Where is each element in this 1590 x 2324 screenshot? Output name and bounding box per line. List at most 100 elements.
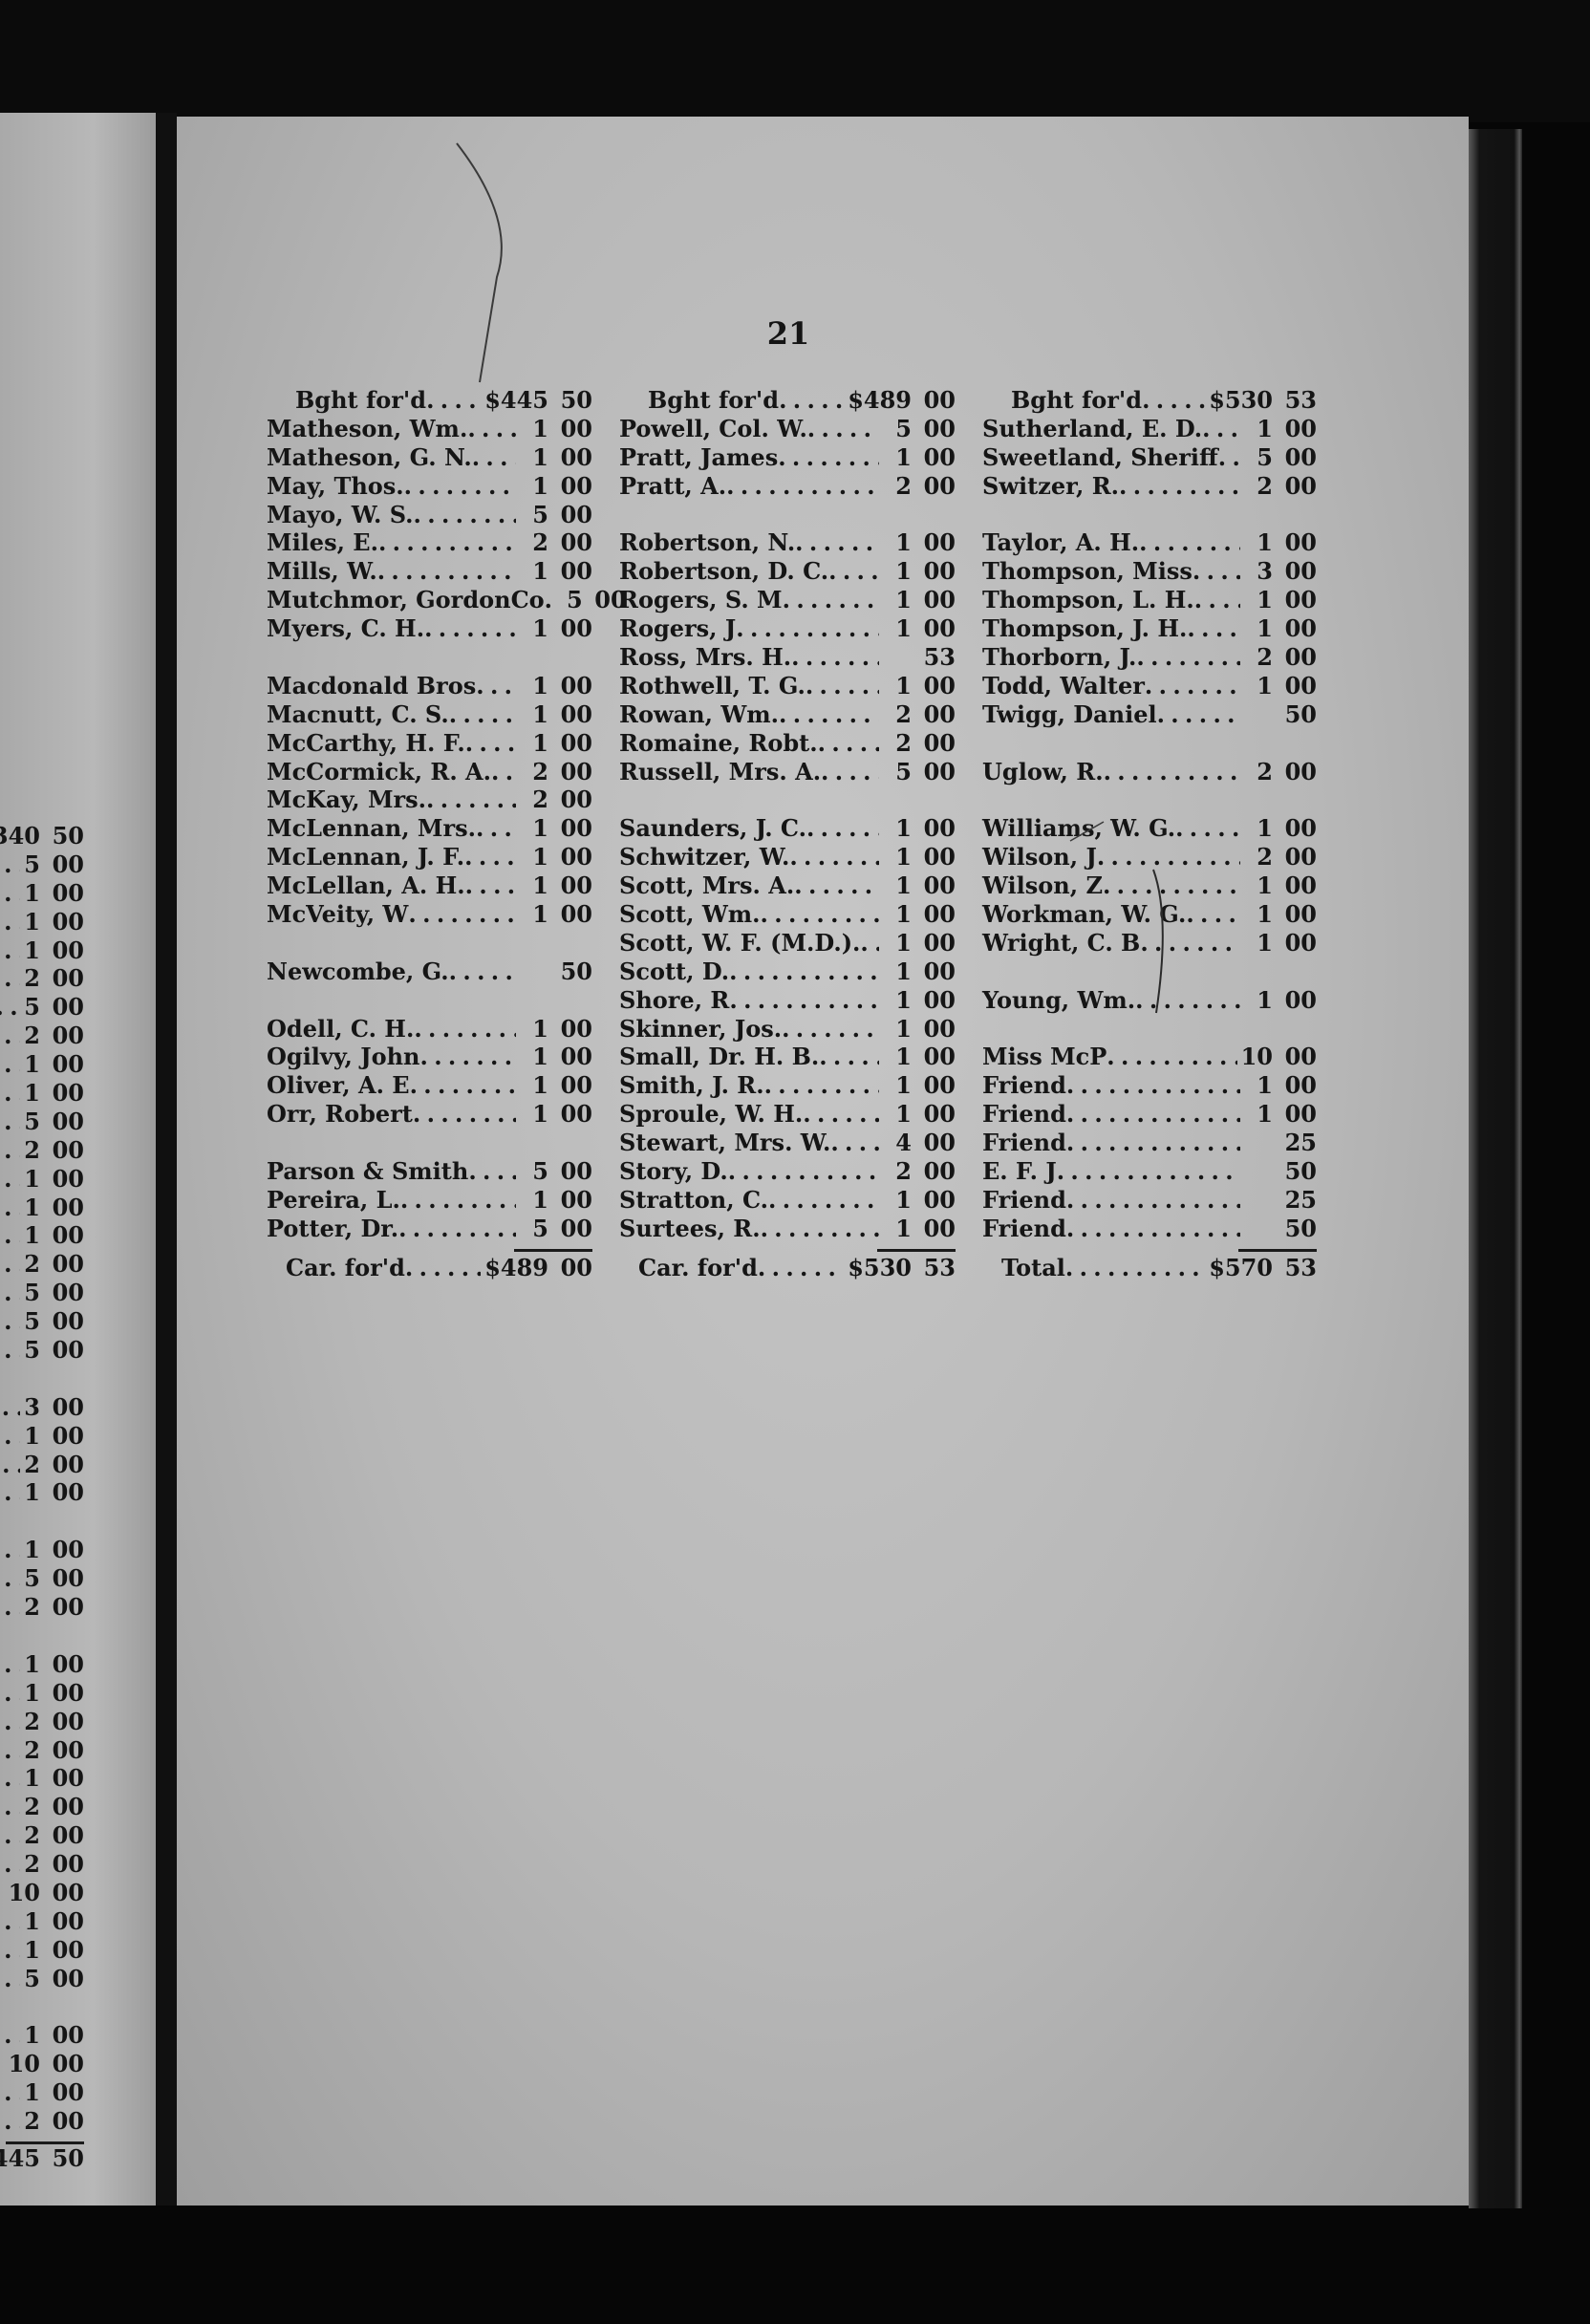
amount-dollars: 1: [24, 1050, 40, 1079]
dot-leader: [0, 1022, 20, 1050]
amount-dollars: 2: [24, 1793, 40, 1821]
amount-cents: 00: [923, 442, 956, 471]
amount-dollars: 2: [1257, 471, 1273, 500]
dot-leader: [779, 386, 844, 415]
entry-name: Powell, Col. W.: [619, 414, 807, 442]
amount-cents: 00: [52, 2021, 84, 2050]
entry-name: Surtees, R.: [619, 1214, 761, 1242]
amount-dollars: 5: [24, 993, 40, 1022]
sum-rule: [877, 1248, 956, 1252]
dot-leader: [1202, 415, 1240, 443]
amount-cents: 00: [923, 386, 956, 414]
entry-name: Ogilvy, John: [267, 1043, 420, 1071]
subscriber-row: Potter, Dr. 5 00: [267, 1215, 592, 1243]
amount-dollars: 1: [1257, 1100, 1273, 1129]
amount-dollars: 1: [24, 1421, 40, 1450]
amount-cents: 53: [923, 643, 956, 672]
fragment-row: 1 00: [0, 1907, 84, 1936]
subscriber-row: Thompson, Miss 3 00: [982, 557, 1317, 586]
dot-leader: [467, 415, 516, 443]
amount-dollars: 1: [1257, 814, 1273, 843]
amount-dollars: [879, 643, 912, 672]
amount-dollars: 2: [532, 757, 548, 785]
dot-leader: [782, 1015, 879, 1044]
amount-cents: 00: [923, 843, 956, 872]
subscriber-row: Rowan, Wm. 2 00: [619, 700, 956, 729]
subscriber-row: Macnutt, C. S. 1 00: [267, 700, 592, 729]
entry-name: Switzer, R.: [982, 471, 1120, 500]
fragment-row: 1 00: [0, 1079, 84, 1108]
amount-cents: 50: [560, 386, 592, 414]
subscriber-row: McLennan, J. F. 1 00: [267, 843, 592, 872]
amount-dollars: 1: [1257, 928, 1273, 957]
dot-leader: [1194, 586, 1240, 614]
entry-name: Macdonald Bros: [267, 671, 477, 699]
amount-dollars: $530: [1209, 386, 1273, 414]
dot-leader: [1119, 472, 1240, 501]
subscriber-row: Friend 50: [982, 1215, 1317, 1243]
amount-dollars: $530: [848, 1253, 912, 1281]
amount-dollars: 5: [24, 1307, 40, 1336]
dot-leader: [0, 1136, 20, 1165]
amount-dollars: 5: [1257, 442, 1273, 471]
fragment-row: 2 00: [0, 1250, 84, 1279]
subscriber-row: Scott, D. 1 00: [619, 958, 956, 986]
amount-dollars: [1240, 1215, 1273, 1243]
amount-cents: 00: [923, 957, 956, 985]
subscriber-row: Sweetland, Sheriff 5 00: [982, 443, 1317, 472]
subscriber-row: Friend 1 00: [982, 1100, 1317, 1129]
amount-dollars: 2: [895, 728, 912, 757]
left-page-amounts: 34050500100100100200D5002001001005002001…: [0, 822, 84, 2173]
entry-name: Friend: [982, 1100, 1066, 1129]
entry-name: Thompson, J. H.: [982, 614, 1188, 643]
blank-line: [982, 729, 1317, 758]
dot-leader: [726, 472, 879, 501]
amount-cents: 00: [560, 1253, 592, 1281]
dot-leader: [0, 2107, 20, 2136]
fragment-row: 1 00: [0, 1764, 84, 1793]
amount-cents: 00: [560, 1185, 592, 1214]
subscriber-row: Powell, Col. W. 5 00: [619, 415, 956, 443]
dot-leader: [0, 1965, 20, 1993]
amount-dollars: 1: [895, 614, 912, 643]
amount-dollars: 1: [532, 557, 548, 586]
amount-cents: 00: [1284, 1043, 1317, 1071]
amount-dollars: 2: [24, 1593, 40, 1622]
dot-leader: [0, 1764, 20, 1793]
entry-name: Mills, W.: [267, 557, 377, 586]
amount-cents: 00: [923, 1014, 956, 1043]
amount-cents: 00: [52, 964, 84, 993]
amount-cents: 00: [52, 1392, 84, 1421]
entry-name: Bght for'd: [1011, 386, 1143, 414]
dot-leader: [0, 1307, 20, 1336]
subscriber-row: McKay, Mrs. 2 00: [267, 785, 592, 814]
amount-dollars: 1: [24, 1221, 40, 1250]
dot-leader: [1065, 1254, 1205, 1282]
fragment-row: 5 00: [0, 850, 84, 879]
dot-leader: [860, 929, 879, 958]
dot-leader: [377, 557, 516, 586]
amount-cents: 00: [923, 614, 956, 643]
entry-name: Stewart, Mrs. W.: [619, 1129, 831, 1157]
amount-cents: 00: [52, 1906, 84, 1935]
amount-cents: 00: [52, 1735, 84, 1764]
fragment-row: 1 00: [0, 2021, 84, 2050]
dot-leader: [764, 1071, 879, 1100]
entry-name: Car. for'd: [286, 1253, 405, 1281]
amount-dollars: 340: [0, 822, 40, 850]
subscriber-row: Oliver, A. E 1 00: [267, 1071, 592, 1100]
subscriber-row: Saunders, J. C. 1 00: [619, 814, 956, 843]
subscriber-row: Story, D. 2 00: [619, 1157, 956, 1186]
amount-cents: 00: [1284, 1071, 1317, 1100]
amount-dollars: 1: [895, 442, 912, 471]
amount-dollars: 5: [24, 1964, 40, 1992]
fragment-row: 1 00: [0, 1165, 84, 1194]
amount-dollars: 1: [532, 1071, 548, 1100]
subscriber-row: Rogers, S. M 1 00: [619, 586, 956, 614]
carried-forward-row: Car. for'd $530 53: [619, 1254, 956, 1282]
blank-line: [0, 1993, 84, 2022]
dot-leader: [1066, 1071, 1240, 1100]
entry-name: Macnutt, C. S.: [267, 699, 449, 728]
amount-dollars: 5: [532, 500, 548, 528]
